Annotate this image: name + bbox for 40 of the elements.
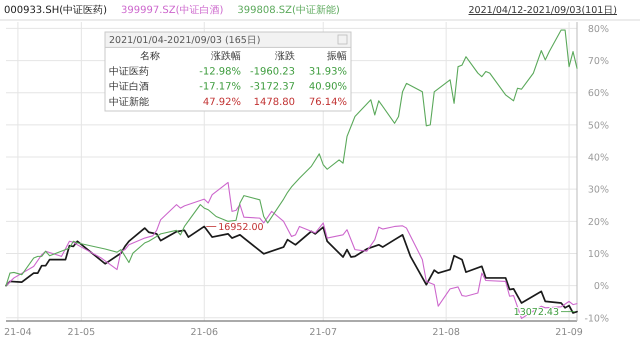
y-tick-label: 50% [588, 120, 609, 132]
annotation: 涨跌幅 [211, 50, 241, 62]
annotation: 中证白酒 [109, 80, 149, 93]
annotation: 31.93% [308, 66, 347, 78]
y-tick-label: 40% [588, 152, 609, 164]
annotation: 40.90% [308, 82, 347, 93]
annotation: -1960.23 [250, 66, 295, 78]
annotation: -12.98% [199, 66, 241, 78]
annotation: 76.14% [308, 97, 347, 108]
x-tick-label: 21-05 [68, 327, 96, 338]
chart-subtitle: 2021/04/12-2021/09/03(101日) [468, 5, 617, 16]
annotation: -17.17% [199, 82, 241, 93]
x-tick-label: 21-09 [555, 327, 583, 338]
annotation: 名称 [140, 50, 160, 62]
text: 399808.SZ(中证新能) [237, 4, 340, 16]
x-tick-label: 21-04 [4, 327, 32, 338]
annotation: 1478.80 [254, 97, 295, 108]
line-series [5, 29, 578, 286]
line-series [5, 182, 578, 319]
annotation: 涨跌 [275, 50, 295, 62]
y-tick-label: 80% [588, 24, 609, 35]
x-tick-label: 21-07 [309, 327, 338, 338]
annotation: 16952.00 [218, 222, 264, 233]
annotation: 2021/01/04-2021/09/03 (165日) [109, 35, 261, 46]
text: 399997.SZ(中证白酒) [121, 4, 224, 16]
annotation: 中证医药 [109, 65, 149, 78]
annotation: -3172.37 [250, 82, 295, 93]
x-tick-label: 21-08 [432, 327, 460, 338]
x-tick-label: 21-06 [190, 327, 218, 338]
text: 000933.SH(中证医药) [4, 4, 108, 16]
y-tick-label: -10% [584, 313, 609, 324]
y-tick-label: 0% [594, 281, 609, 292]
y-tick-label: 10% [588, 248, 609, 260]
y-tick-label: 30% [588, 184, 609, 196]
annotation: 中证新能 [109, 96, 149, 108]
annotation: 47.92% [202, 97, 241, 108]
y-tick-label: 60% [588, 88, 609, 100]
y-tick-label: 20% [588, 216, 609, 228]
annotation: 振幅 [327, 50, 347, 62]
y-tick-label: 70% [588, 56, 609, 68]
